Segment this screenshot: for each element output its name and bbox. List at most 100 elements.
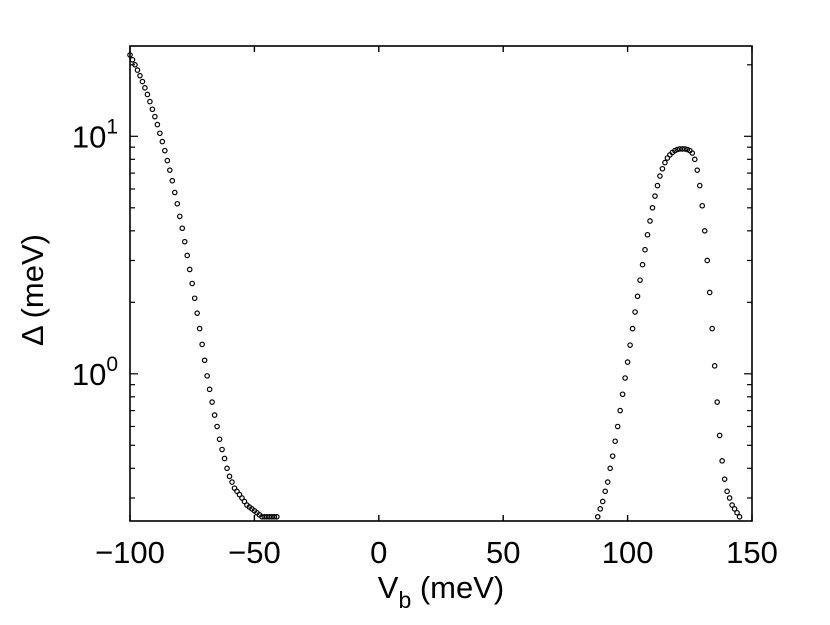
data-point: [221, 455, 228, 462]
data-point: [627, 342, 633, 348]
data-point: [171, 189, 178, 196]
data-point: [709, 325, 715, 332]
plot-frame: [129, 45, 753, 522]
data-point: [594, 513, 601, 520]
data-point: [127, 52, 133, 58]
data-point: [644, 231, 651, 238]
data-point: [174, 200, 181, 207]
data-point: [214, 423, 220, 430]
data-point: [144, 91, 151, 98]
x-tick-label: 100: [602, 535, 654, 570]
y-axis-ticks: 100 101: [72, 64, 752, 499]
data-point: [159, 138, 166, 145]
data-point: [196, 325, 203, 332]
data-point: [674, 146, 681, 153]
data-point: [184, 252, 191, 259]
data-point: [216, 436, 223, 443]
data-point: [679, 146, 686, 152]
data-point: [604, 479, 611, 485]
data-point: [134, 67, 141, 73]
data-point: [137, 72, 143, 79]
data-point: [241, 498, 248, 505]
data-point: [226, 473, 233, 480]
data-point: [612, 438, 618, 445]
data-point: [614, 423, 621, 430]
data-point: [734, 509, 740, 516]
data-point: [147, 98, 153, 105]
data-point: [701, 228, 708, 234]
x-axis-label-subscript: b: [398, 587, 411, 613]
data-point: [181, 238, 188, 245]
data-point: [273, 513, 280, 520]
data-point: [731, 506, 738, 512]
data-point: [154, 121, 161, 128]
data-point: [634, 293, 641, 300]
data-point: [602, 488, 609, 495]
data-point: [657, 173, 663, 179]
data-point: [699, 202, 706, 209]
data-point: [716, 432, 723, 439]
x-axis-label: Vb (meV): [378, 570, 504, 613]
y-axis-label: Δ (meV): [15, 234, 50, 346]
data-point: [191, 295, 198, 302]
data-markers: [127, 52, 743, 520]
data-point: [632, 309, 638, 315]
data-point: [164, 157, 171, 164]
x-tick-label: 50: [486, 535, 520, 570]
data-point: [219, 446, 225, 453]
data-point: [654, 182, 661, 189]
data-point: [169, 177, 176, 184]
data-point: [619, 391, 626, 398]
data-point: [724, 488, 730, 495]
data-point: [714, 399, 720, 405]
data-point: [599, 498, 606, 505]
data-point: [204, 373, 210, 379]
data-point: [149, 106, 156, 113]
data-point: [142, 85, 148, 91]
data-point: [129, 56, 136, 63]
data-point: [211, 412, 218, 418]
data-point: [706, 289, 713, 296]
data-point: [694, 167, 701, 173]
data-point: [157, 130, 163, 137]
y-tick-label: 101: [72, 115, 118, 154]
data-point: [647, 218, 653, 224]
data-point: [662, 159, 668, 166]
data-point: [721, 476, 728, 482]
x-tick-label: −50: [228, 535, 281, 570]
data-point: [689, 150, 696, 156]
data-point: [206, 386, 213, 393]
data-point: [189, 280, 196, 287]
data-point: [629, 325, 636, 332]
data-point: [239, 495, 245, 501]
data-point: [179, 225, 186, 232]
data-point: [622, 375, 628, 381]
data-point: [659, 165, 666, 172]
data-point: [209, 399, 215, 405]
data-point: [271, 513, 278, 520]
data-point: [609, 453, 616, 459]
data-point: [642, 246, 648, 253]
data-point: [704, 257, 711, 264]
x-tick-label: 150: [726, 535, 778, 570]
x-tick-label: 0: [370, 535, 387, 570]
data-point: [201, 357, 208, 364]
data-point: [691, 156, 698, 163]
data-point: [186, 266, 193, 273]
data-point: [176, 213, 183, 220]
data-point: [139, 78, 146, 85]
data-point: [199, 341, 205, 348]
data-point: [637, 277, 643, 283]
data-point: [162, 147, 168, 154]
data-point: [736, 513, 743, 520]
data-point: [696, 182, 703, 189]
data-point: [652, 193, 658, 199]
y-tick-label: 100: [72, 353, 118, 392]
data-point: [617, 407, 623, 414]
data-point: [682, 146, 688, 152]
data-point: [719, 458, 725, 464]
data-point: [649, 204, 656, 211]
data-point: [639, 261, 646, 268]
data-point: [152, 113, 158, 120]
